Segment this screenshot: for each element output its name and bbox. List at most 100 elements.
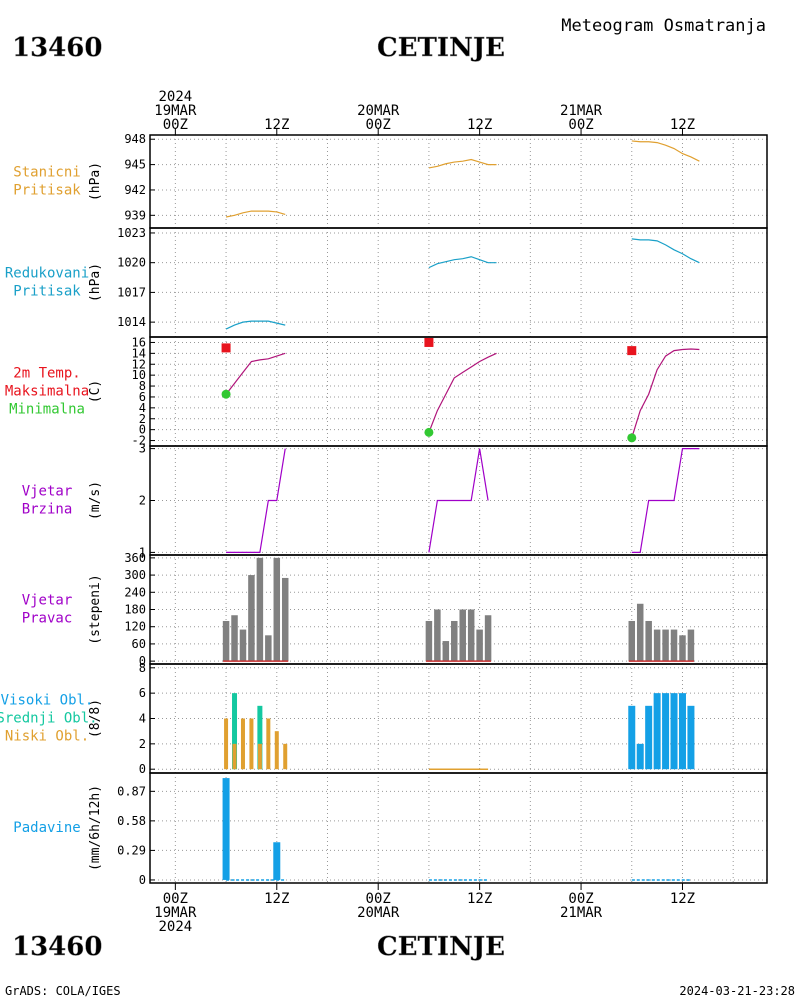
- panel-station-pressure: 939 942 945 948 (hPa) Stanicni Pritisak: [13, 132, 768, 229]
- panel-label: Pritisak: [13, 284, 81, 300]
- y-tick-label: 2: [139, 737, 146, 751]
- bottom-time-label: 2024: [158, 919, 192, 935]
- panel-label: Redukovani: [5, 266, 89, 282]
- panel-reduced-pressure: 1014 1017 1020 1023 (hPa)Redukovani Pritisak: [5, 226, 768, 338]
- y-tick-label: 939: [124, 208, 146, 222]
- max-temp-marker: [424, 337, 434, 347]
- panel-label: Niski Obl.: [5, 729, 89, 745]
- y-tick-label: 10: [132, 368, 146, 382]
- cloud-bar: [283, 743, 288, 770]
- y-axis-label: (mm/6h/12h): [88, 785, 103, 871]
- y-tick-label: 0: [139, 873, 146, 887]
- top-time-label: 12Z: [467, 117, 492, 133]
- panel-wind-direction: 0 60 120 180 240 300 360 (stepeni) Vjetar Pravac: [22, 551, 768, 668]
- wind-direction-bar: [476, 629, 483, 662]
- panel-label: 2m Temp.: [13, 366, 80, 382]
- station-id-top: 13460: [12, 33, 102, 63]
- series-line: [226, 448, 286, 554]
- y-tick-label: 1020: [117, 256, 146, 270]
- wind-direction-bar: [425, 620, 433, 662]
- y-tick-label: 1014: [117, 315, 146, 329]
- top-time-label: 20MAR: [357, 103, 400, 119]
- cloud-bar: [257, 705, 263, 770]
- series-line: [225, 210, 286, 218]
- bottom-time-label: 00Z: [568, 891, 593, 907]
- panel-label: Pravac: [22, 611, 73, 627]
- top-time-label: 12Z: [264, 117, 289, 133]
- y-axis-label: (hPa): [88, 263, 103, 302]
- cloud-bar: [249, 718, 254, 770]
- cloud-bar: [257, 743, 262, 770]
- series-line: [631, 140, 700, 162]
- y-tick-label: 0.87: [117, 784, 146, 798]
- wind-direction-bar: [679, 635, 686, 662]
- top-time-label: 00Z: [366, 117, 391, 133]
- max-temp-marker: [221, 343, 231, 353]
- wind-direction-bar: [442, 641, 450, 662]
- y-tick-label: 4: [139, 712, 146, 726]
- y-tick-label: 0: [139, 654, 146, 668]
- min-temp-marker: [424, 427, 434, 437]
- wind-direction-bar: [636, 603, 644, 662]
- cloud-bar: [266, 718, 271, 770]
- y-tick-label: 60: [132, 637, 146, 651]
- y-tick-label: 1017: [117, 285, 146, 299]
- wind-direction-bar: [281, 577, 289, 662]
- wind-direction-bar: [273, 557, 281, 662]
- y-tick-label: 0.58: [117, 814, 146, 828]
- y-tick-label: 8: [139, 379, 146, 393]
- wind-direction-bar: [670, 629, 678, 662]
- panel-label: Pritisak: [13, 183, 81, 199]
- wind-direction-bar: [265, 635, 272, 662]
- y-tick-label: 300: [124, 568, 146, 582]
- wind-direction-bar: [628, 620, 636, 662]
- y-tick-label: 180: [124, 603, 146, 617]
- y-tick-label: 120: [124, 620, 146, 634]
- timestamp-label: 2024-03-21-23:28: [679, 984, 795, 998]
- cloud-bar: [645, 705, 653, 770]
- y-tick-label: 6: [139, 390, 146, 404]
- series-line: [428, 158, 497, 169]
- wind-direction-bar: [459, 609, 466, 662]
- bottom-time-label: 12Z: [670, 891, 695, 907]
- panel-label: Srednji Obl.: [0, 711, 98, 727]
- wind-direction-bar: [239, 629, 247, 662]
- y-axis-label: (m/s): [88, 481, 103, 520]
- min-temp-marker: [221, 389, 231, 399]
- cloud-bar: [678, 693, 686, 770]
- cloud-bar: [687, 705, 695, 770]
- min-temp-marker: [627, 433, 637, 443]
- page-subtitle: Meteogram Osmatranja: [561, 16, 766, 36]
- panel-label: Vjetar: [22, 593, 73, 609]
- panels: 939942945948(hPa)StanicniPritisak1014101…: [0, 132, 768, 887]
- y-tick-label: 0: [139, 762, 146, 776]
- wind-direction-bar: [248, 575, 255, 662]
- panel-precipitation: 0 0.29 0.58 0.87 (mm/6h/12h) Padavine: [13, 772, 768, 887]
- top-time-label: 19MAR: [154, 103, 197, 119]
- bottom-time-label: 00Z: [366, 891, 391, 907]
- station-name-top: CETINJE: [377, 33, 505, 63]
- y-tick-label: 948: [124, 132, 146, 146]
- y-tick-label: 0: [139, 423, 146, 437]
- series-line: [428, 256, 497, 269]
- top-time-label: 00Z: [163, 117, 188, 133]
- y-tick-label: 1: [139, 545, 146, 559]
- wind-direction-bar: [256, 557, 264, 662]
- bottom-time-label: 21MAR: [560, 905, 603, 921]
- y-axis-label: (stepeni): [88, 574, 103, 644]
- wind-direction-bar: [645, 620, 652, 662]
- top-time-label: 12Z: [670, 117, 695, 133]
- y-tick-label: 1023: [117, 226, 146, 240]
- bottom-time-label: 00Z: [163, 891, 188, 907]
- cloud-bar: [240, 718, 245, 770]
- y-tick-label: 2: [139, 412, 146, 426]
- wind-direction-bar: [231, 615, 238, 662]
- wind-direction-bar: [222, 620, 230, 662]
- bottom-time-label: 19MAR: [154, 905, 197, 921]
- panel-frame: [149, 227, 768, 338]
- wind-direction-bar: [662, 629, 669, 662]
- y-tick-label: 360: [124, 551, 146, 565]
